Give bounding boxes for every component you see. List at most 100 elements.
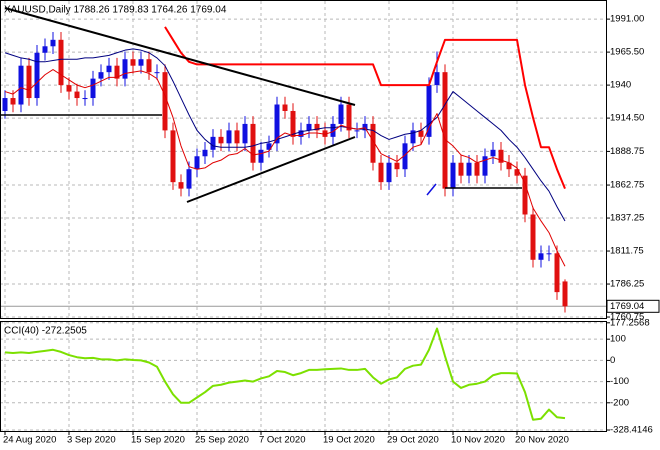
candle-body xyxy=(138,59,144,66)
x-tick-label: 19 Oct 2020 xyxy=(323,435,375,446)
indicator-line xyxy=(4,327,566,421)
candle-body xyxy=(282,104,288,111)
x-tick-label: 7 Oct 2020 xyxy=(259,435,305,446)
candle-body xyxy=(330,123,336,137)
last-price-label: 1769.04 xyxy=(610,301,644,312)
candle-body xyxy=(434,72,440,86)
y-tick-label: 0 xyxy=(610,355,615,366)
y-tick-label: 1965.50 xyxy=(610,47,644,58)
candle-body xyxy=(418,130,424,137)
trendline xyxy=(186,136,356,203)
candle-body xyxy=(266,143,272,150)
candle-body xyxy=(274,104,280,144)
candle-body xyxy=(250,123,256,163)
candle-body xyxy=(490,149,496,157)
candle-body xyxy=(562,281,568,307)
x-tick-label: 15 Sep 2020 xyxy=(131,435,185,446)
candle-body xyxy=(354,130,360,132)
x-tick-label: 3 Sep 2020 xyxy=(67,435,116,446)
candle-body xyxy=(538,253,544,260)
candle-body xyxy=(442,72,448,189)
candle-body xyxy=(82,98,88,100)
candle-body xyxy=(218,136,224,144)
candle-body xyxy=(362,123,368,131)
candle-body xyxy=(98,72,104,79)
candle-body xyxy=(18,65,24,105)
candle-body xyxy=(498,149,504,163)
last-price-box xyxy=(606,299,660,313)
candle-body xyxy=(338,104,344,124)
indicator-line xyxy=(164,26,566,189)
candle-body xyxy=(386,162,392,183)
y-tick-label: 1940 xyxy=(610,80,631,91)
candle-body xyxy=(146,59,152,73)
candle-body xyxy=(26,65,32,99)
frame xyxy=(0,0,607,432)
candle-body xyxy=(458,162,464,176)
candle-body xyxy=(194,156,200,170)
candle-body xyxy=(530,214,536,260)
candle-body xyxy=(242,123,248,144)
candle-body xyxy=(202,149,208,157)
y-tick-label: 1888.75 xyxy=(610,146,644,157)
y-tick-label: 1837.25 xyxy=(610,213,644,224)
candle-body xyxy=(90,78,96,99)
candle-body xyxy=(474,162,480,176)
arrow-mark xyxy=(426,183,437,196)
y-tick-label: 1786.25 xyxy=(610,279,644,290)
candle-body xyxy=(298,130,304,137)
candle-body xyxy=(106,65,112,73)
candle-body xyxy=(290,110,296,137)
price-panel xyxy=(0,0,607,319)
candle-body xyxy=(162,72,168,131)
y-tick-label: -328.4146 xyxy=(610,425,653,436)
candle-body xyxy=(154,72,160,74)
marks-layer xyxy=(2,26,568,421)
candle-body xyxy=(178,182,184,189)
y-tick-label: -200 xyxy=(610,397,629,408)
candle-body xyxy=(394,162,400,170)
candle-body xyxy=(322,130,328,137)
candle-body xyxy=(306,123,312,131)
trendline xyxy=(4,7,356,106)
chart-title: XAUUSD,Daily 1788.26 1789.83 1764.26 176… xyxy=(4,5,227,16)
candle-body xyxy=(346,104,352,131)
candle-body xyxy=(74,91,80,99)
candle-body xyxy=(514,169,520,176)
candle-body xyxy=(466,162,472,176)
candle-body xyxy=(2,98,8,111)
candle-body xyxy=(546,253,552,255)
candle-body xyxy=(170,130,176,183)
candle-body xyxy=(10,98,16,105)
indicator-title: CCI(40) -272.2505 xyxy=(4,326,87,337)
candle-body xyxy=(522,175,528,215)
y-tick-label: 1862.75 xyxy=(610,180,644,191)
cci-panel xyxy=(0,321,607,432)
candle-body xyxy=(130,59,136,66)
candle-body xyxy=(234,130,240,144)
y-tick-label: 1991.00 xyxy=(610,14,644,25)
x-tick-label: 29 Oct 2020 xyxy=(387,435,439,446)
y-tick-label: 1914.50 xyxy=(610,113,644,124)
indicator-line xyxy=(4,69,566,267)
x-tick-label: 10 Nov 2020 xyxy=(451,435,505,446)
candle-body xyxy=(58,39,64,86)
candle-body xyxy=(114,65,120,79)
candle-body xyxy=(370,123,376,163)
candle-body xyxy=(210,136,216,150)
indicator-line xyxy=(4,48,566,222)
x-tick-label: 20 Nov 2020 xyxy=(515,435,569,446)
candle-body xyxy=(410,130,416,144)
candle-body xyxy=(506,162,512,170)
candle-body xyxy=(226,130,232,144)
candle-body xyxy=(482,156,488,176)
x-tick-label: 24 Aug 2020 xyxy=(3,435,56,446)
candle-body xyxy=(42,46,48,53)
candle-body xyxy=(426,85,432,137)
y-tick-label: 100 xyxy=(610,334,626,345)
candle-body xyxy=(50,39,56,47)
y-tick-label: 177.2568 xyxy=(610,317,650,328)
candle-body xyxy=(66,85,72,92)
